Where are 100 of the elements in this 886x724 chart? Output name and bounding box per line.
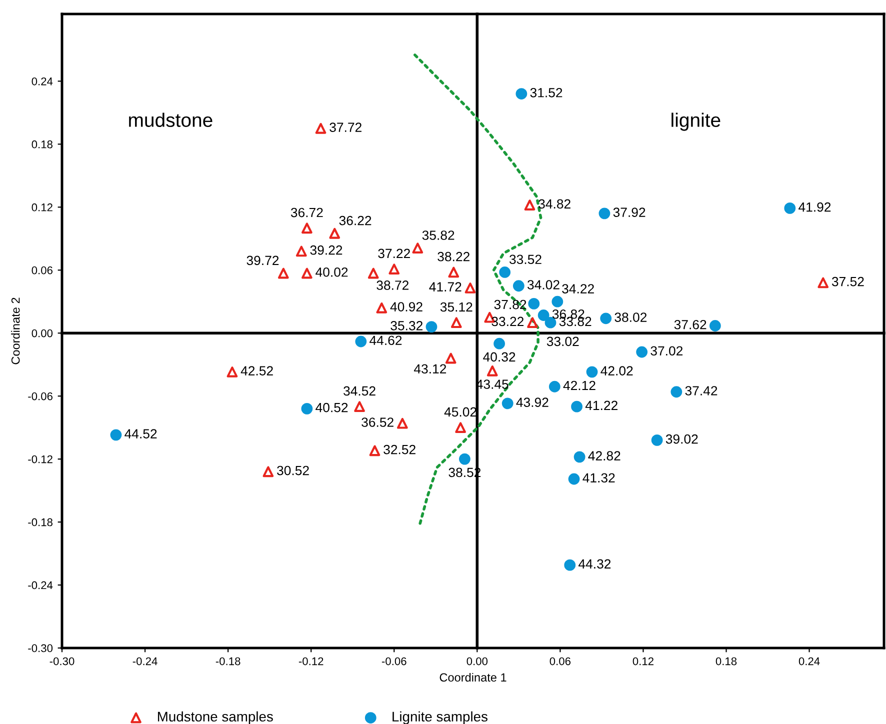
point [278,268,289,279]
annotation: 43.92 [516,398,548,407]
annotation: 34.82 [538,199,570,209]
x-tick-label: -0.18 [216,657,240,666]
point [458,453,470,465]
x-axis-title: Coordinate 1 [440,672,506,682]
annotation: 41.92 [798,202,831,212]
annotation: 31.52 [530,88,562,98]
annotation: 36.52 [362,418,394,427]
point [494,338,505,350]
y-tick-label: 0.00 [32,329,53,338]
y-tick-label: -0.06 [28,392,52,400]
annotation: 38.02 [614,312,647,322]
annotation: 38.72 [376,280,408,290]
point [600,312,612,324]
point [636,346,648,358]
annotation: 42.52 [240,366,273,376]
point [512,280,524,292]
x-tick-label: -0.06 [382,657,406,666]
annotation: 32.52 [384,444,416,454]
point [396,418,408,429]
annotation: 44.62 [370,336,402,346]
annotation: 40.02 [316,267,348,277]
annotation: 44.52 [124,429,157,438]
x-tick-label: 0.24 [798,657,820,666]
point [262,466,274,478]
x-tick-label: -0.30 [50,657,74,666]
annotation: 36.72 [290,208,323,218]
point [302,222,312,234]
x-tick-label: -0.12 [298,657,324,666]
annotation: 37.62 [674,320,706,330]
point [538,310,550,321]
point [315,122,326,134]
point [548,380,560,392]
annotation: 36.82 [552,309,584,319]
y-axis-title: Coordinate 2 [11,298,20,364]
point [464,282,476,294]
point [528,298,540,310]
point [226,366,238,378]
point [564,559,576,571]
point [818,277,829,288]
annotation: 34.52 [344,386,376,396]
annotation: 35.32 [390,321,422,330]
point [709,320,721,332]
annotation: 43.12 [414,364,446,374]
annotation: 40.32 [483,352,516,362]
point [571,400,582,412]
annotation: 33.82 [559,316,592,326]
point [388,264,400,275]
annotation: lignite [672,112,720,131]
point [110,429,122,441]
annotation: 42.12 [563,380,596,390]
point [499,266,511,278]
point [670,386,682,398]
annotation: mudstone [129,112,212,127]
annotation: 40.92 [390,302,422,312]
point [784,202,796,214]
annotation: 33.22 [492,316,524,326]
y-tick-label: 0.06 [32,266,52,274]
point [296,246,307,257]
annotation: 34.22 [562,284,594,294]
annotation: 37.02 [650,346,683,356]
point [445,352,456,364]
annotation: 41.32 [582,473,615,483]
point [568,473,580,485]
y-tick-label: -0.18 [28,518,52,526]
annotation: 35.82 [422,230,454,240]
annotation: 39.02 [666,434,698,444]
annotation: 36.22 [339,216,372,226]
y-tick-label: -0.30 [28,644,53,652]
point [301,402,313,414]
y-tick-label: -0.12 [28,455,52,464]
annotation: 37.52 [832,276,864,286]
annotation: 39.72 [246,256,279,266]
annotation: 37.92 [613,208,646,217]
y-tick-label: 0.12 [32,203,52,212]
y-tick-label: 0.24 [32,77,53,86]
point [527,317,538,328]
point [426,321,438,333]
annotation: 37.22 [378,248,410,258]
point [552,296,564,308]
annotation: 40.52 [316,402,348,412]
point [354,401,365,412]
point [302,268,312,279]
point [524,200,536,210]
point [455,422,466,434]
point [586,366,598,378]
y-tick-label: -0.24 [28,581,53,590]
annotation: 33.52 [510,254,542,264]
annotation: 34.02 [528,280,560,290]
annotation: 37.72 [330,122,362,132]
point [355,336,367,348]
point [502,398,514,410]
point [448,266,460,278]
x-tick-label: 0.12 [632,657,654,666]
annotation: 39.22 [310,245,342,255]
point [574,451,586,463]
point [486,365,498,376]
point [450,317,462,328]
annotation: 38.22 [438,252,470,262]
